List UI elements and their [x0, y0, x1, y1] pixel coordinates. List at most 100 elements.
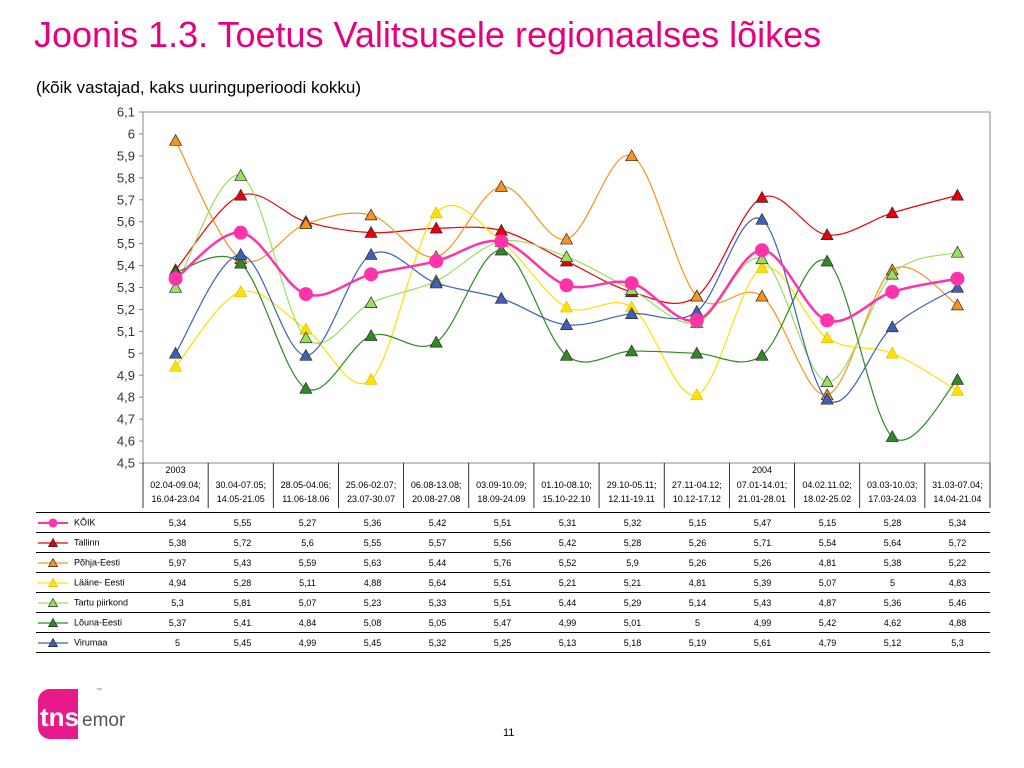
- year-label: 2003: [166, 465, 186, 475]
- data-point: [559, 250, 574, 262]
- table-cell: 5,34: [925, 512, 990, 533]
- x-tick-label: 01.10-08.10;: [541, 480, 592, 490]
- table-cell: 5,51: [470, 512, 535, 533]
- table-cell: 5,54: [795, 532, 860, 553]
- data-point: [429, 254, 444, 269]
- table-cell: 5,34: [145, 512, 210, 533]
- x-tick-label: 16.04-23.04: [152, 494, 200, 504]
- x-tick-label: 27.11-04.12;: [672, 480, 722, 490]
- table-cell: 5,55: [340, 532, 405, 553]
- table-cell: 5,47: [470, 612, 535, 633]
- table-cell: 5,28: [210, 572, 275, 593]
- table-cell: 5,59: [275, 552, 340, 573]
- table-cell: 5,44: [405, 552, 470, 573]
- data-point: [885, 284, 900, 299]
- legend-marker: [48, 518, 58, 527]
- data-point: [168, 346, 183, 359]
- table-cell: 5,55: [210, 512, 275, 533]
- y-tick-label: 5,5: [117, 236, 135, 251]
- x-tick-label: 14.04-21.04: [933, 494, 981, 504]
- legend-entry: Lääne- Eesti: [36, 572, 145, 593]
- table-cell: 5,72: [925, 532, 990, 553]
- table-row: Tallinn 5,38 5,72 5,6 5,55 5,57 5,56 5,42 5,28 5,…: [36, 532, 990, 553]
- data-point: [625, 149, 639, 162]
- data-point: [559, 348, 574, 361]
- table-cell: 5,71: [730, 532, 795, 553]
- table-cell: 5,28: [600, 532, 665, 553]
- data-point: [234, 256, 248, 269]
- legend-label: Põhja-Eesti: [74, 556, 121, 567]
- y-tick-label: 5: [128, 346, 135, 361]
- x-tick-label: 14.05-21.05: [217, 494, 265, 504]
- table-cell: 5,01: [600, 612, 665, 633]
- x-tick-label: 17.03-24.03: [868, 494, 916, 504]
- legend-entry: Lõuna-Eesti: [36, 612, 145, 633]
- table-cell: 5,3: [925, 632, 990, 653]
- x-tick-label: 02.04-09.04;: [150, 480, 201, 490]
- legend-key: [38, 557, 68, 567]
- y-tick-label: 5,3: [117, 280, 135, 295]
- data-point: [755, 190, 769, 203]
- data-point: [364, 267, 379, 282]
- table-cell: 5,32: [600, 512, 665, 533]
- legend-key: [38, 537, 68, 547]
- table-cell: 4,62: [860, 612, 925, 633]
- table-cell: 5,41: [210, 612, 275, 633]
- x-tick-label: 28.05-04.06;: [281, 480, 332, 490]
- table-cell: 4,99: [275, 632, 340, 653]
- table-cell: 5,45: [210, 632, 275, 653]
- table-cell: 5,36: [860, 592, 925, 613]
- data-point: [885, 206, 899, 219]
- x-tick-label: 29.10-05.11;: [607, 480, 657, 490]
- x-tick-label: 21.01-28.01: [738, 494, 786, 504]
- data-point: [168, 280, 183, 293]
- data-point: [820, 228, 834, 240]
- data-point: [690, 289, 704, 302]
- data-point: [429, 206, 443, 219]
- data-point: [168, 133, 183, 146]
- table-cell: 4,88: [340, 572, 405, 593]
- tns-emor-logo: tns emor ™: [36, 683, 146, 750]
- table-cell: 4,88: [925, 612, 990, 633]
- x-tick-label: 18.09-24.09: [477, 494, 525, 504]
- x-tick-label: 06.08-13.08;: [411, 480, 462, 490]
- table-cell: 5,38: [860, 552, 925, 573]
- table-cell: 5,36: [340, 512, 405, 533]
- x-tick-label: 20.08-27.08: [412, 494, 460, 504]
- table-cell: 5,07: [795, 572, 860, 593]
- data-point: [755, 289, 769, 302]
- table-cell: 5,21: [535, 572, 600, 593]
- legend-marker: [47, 577, 59, 587]
- table-cell: 5: [665, 612, 730, 633]
- x-tick-label: 23.07-30.07: [347, 494, 395, 504]
- page-number: 11: [503, 727, 515, 739]
- table-cell: 5,56: [470, 532, 535, 553]
- x-tick-label: 30.04-07.05;: [215, 480, 266, 490]
- data-point: [559, 300, 574, 313]
- table-row: KÕIK 5,34 5,55 5,27 5,36 5,42 5,51 5,31 5,32 5,15…: [36, 512, 990, 533]
- legend-key: [38, 617, 68, 627]
- y-tick-label: 5,7: [117, 192, 135, 207]
- data-point: [820, 392, 834, 405]
- data-point: [885, 346, 899, 359]
- y-tick-label: 5,1: [117, 324, 135, 339]
- legend-key: [38, 577, 68, 587]
- data-point: [364, 208, 378, 221]
- y-tick-label: 5,4: [117, 258, 135, 273]
- legend-entry: Virumaa: [36, 632, 145, 653]
- data-point: [950, 188, 965, 201]
- data-point: [950, 383, 965, 396]
- data-point: [494, 234, 509, 249]
- legend-marker: [47, 537, 59, 547]
- table-cell: 4,84: [275, 612, 340, 633]
- table-cell: 5,13: [535, 632, 600, 653]
- data-point: [559, 232, 574, 245]
- y-tick-label: 4,5: [117, 456, 135, 471]
- table-cell: 5,26: [665, 552, 730, 573]
- data-point: [299, 348, 313, 361]
- data-point: [559, 318, 574, 330]
- y-tick-label: 5,9: [117, 148, 135, 163]
- logo-tns-text: tns: [40, 702, 79, 732]
- data-point: [233, 225, 248, 240]
- table-cell: 5,05: [405, 612, 470, 633]
